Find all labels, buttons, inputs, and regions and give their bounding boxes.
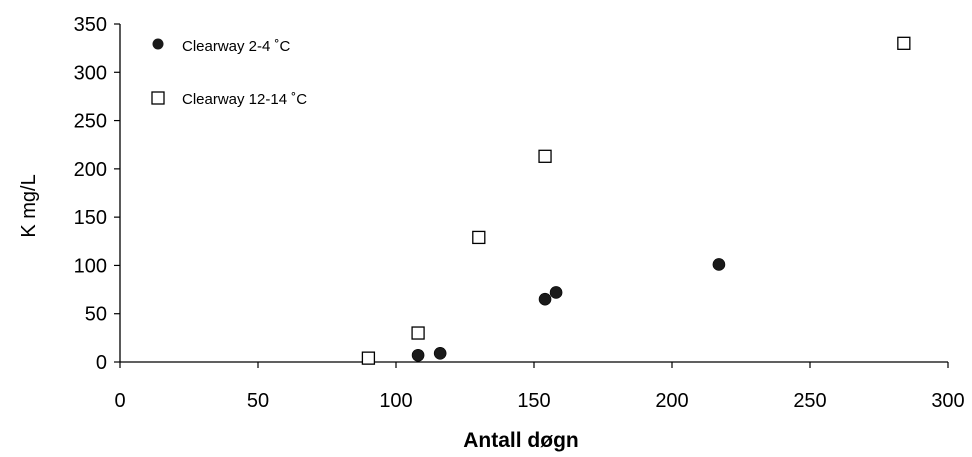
y-axis-title: K mg/L: [18, 174, 40, 237]
x-tick-label: 150: [517, 390, 550, 412]
legend-label-series-2: Clearway 12-14 ˚C: [182, 91, 307, 108]
legend: Clearway 2-4 ˚C Clearway 12-14 ˚C: [151, 38, 307, 108]
legend-item-series-2: Clearway 12-14 ˚C: [151, 91, 307, 108]
data-point-series-2: [472, 230, 486, 245]
data-point-series-1: [712, 258, 726, 271]
y-tick-label: 0: [96, 352, 107, 374]
data-point-series-2: [361, 351, 376, 365]
y-tick-label: 350: [74, 14, 107, 36]
data-point-series-1: [433, 347, 447, 360]
legend-label-series-1: Clearway 2-4 ˚C: [182, 38, 291, 55]
legend-marker-open-square: [151, 91, 165, 105]
y-tick-label: 100: [74, 255, 107, 277]
data-point-series-2: [538, 149, 552, 163]
x-tick-label: 100: [379, 390, 412, 412]
data-point-series-2: [897, 36, 911, 50]
legend-marker-filled-circle: [152, 38, 164, 50]
x-tick-label: 250: [793, 390, 826, 412]
y-axis: 0 50 100 150 200 250 300 350: [74, 14, 121, 374]
y-tick-label: 50: [85, 304, 107, 326]
y-tick-label: 200: [74, 159, 107, 181]
x-tick-label: 200: [655, 390, 688, 412]
y-tick-label: 300: [74, 62, 107, 84]
data-point-series-1: [411, 348, 425, 362]
y-tick-label: 250: [74, 111, 107, 133]
data-point-series-2: [411, 326, 425, 340]
x-axis-title: Antall døgn: [463, 429, 578, 452]
x-tick-label: 300: [931, 390, 964, 412]
plot-points: [361, 36, 911, 365]
data-point-series-1: [538, 292, 552, 306]
x-axis: 0 50 100 150 200 250 300: [114, 361, 965, 412]
x-tick-label: 0: [114, 390, 125, 412]
data-point-series-1: [549, 286, 563, 299]
x-tick-label: 50: [247, 390, 269, 412]
y-tick-label: 150: [74, 207, 107, 229]
legend-item-series-1: Clearway 2-4 ˚C: [152, 38, 291, 55]
